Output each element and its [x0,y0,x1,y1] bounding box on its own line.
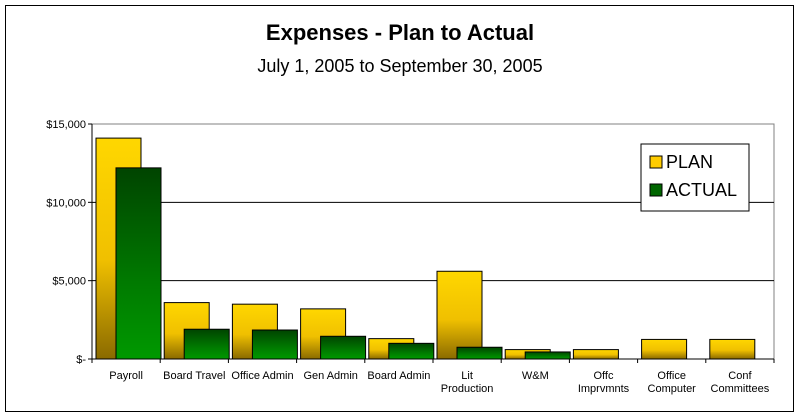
y-tick-label: $- [76,354,86,366]
x-tick-label: Payroll [109,370,143,382]
bar-actual [388,342,435,360]
x-tick-label: Office Admin [231,370,293,382]
bar-actual [320,335,367,360]
bar-actual [115,167,162,360]
x-tick-label: Computer [648,383,697,395]
x-tick-label: Imprvmnts [578,383,630,395]
legend-swatch-plan [649,155,663,169]
x-tick-label: W&M [522,370,549,382]
legend-box [640,143,750,212]
legend-label-actual: ACTUAL [666,180,737,200]
x-tick-label: Gen Admin [303,370,357,382]
x-tick-label: Board Travel [163,370,225,382]
x-tick-label: Office [657,370,686,382]
bar-plan [436,270,483,360]
x-tick-label: Conf [728,370,752,382]
x-tick-label: Offc [594,370,614,382]
y-tick-label: $5,000 [52,276,86,288]
y-tick-label: $10,000 [46,197,86,209]
bar-actual [456,346,503,360]
legend-swatch-actual [649,183,663,197]
x-tick-label: Board Admin [367,370,430,382]
legend-label-plan: PLAN [666,152,713,172]
bar-plan [641,338,688,360]
bar-plan [572,349,619,360]
bar-actual [183,328,230,360]
legend: PLAN ACTUAL [640,143,750,212]
chart-title: Expenses - Plan to Actual [265,20,535,45]
x-tick-label: Committees [711,383,770,395]
x-tick-label: Production [441,383,494,395]
chart-subtitle: July 1, 2005 to September 30, 2005 [257,56,543,76]
y-tick-label: $15,000 [46,119,86,131]
bar-actual [524,351,571,360]
x-tick-label: Lit [461,370,473,382]
bar-actual [251,329,298,360]
bar-plan [709,338,756,360]
